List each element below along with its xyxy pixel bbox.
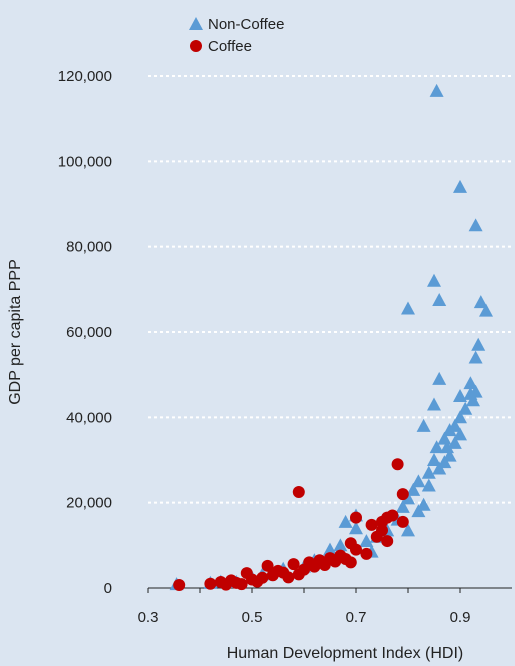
legend-circle-icon [190, 40, 202, 52]
non-coffee-point [458, 401, 473, 415]
non-coffee-point [338, 514, 353, 528]
coffee-point [282, 571, 295, 584]
coffee-point [173, 579, 186, 592]
coffee-point [204, 577, 217, 590]
non-coffee-point [453, 389, 467, 402]
legend-label: Coffee [208, 38, 252, 55]
non-coffee-point [447, 435, 462, 449]
non-coffee-point [427, 273, 441, 287]
coffee-point [376, 524, 388, 537]
y-tick-label: 80,000 [66, 239, 112, 256]
non-coffee-point [440, 440, 454, 454]
x-tick-label: 0.7 [346, 609, 367, 626]
y-tick-label: 120,000 [58, 68, 112, 85]
coffee-point [350, 543, 362, 556]
coffee-point [396, 515, 409, 528]
x-tick-label: 0.3 [138, 609, 159, 626]
non-coffee-point [359, 534, 374, 548]
non-coffee-point [411, 474, 426, 488]
non-coffee-point [333, 538, 348, 552]
non-coffee-point [442, 448, 457, 462]
non-coffee-point [468, 218, 483, 232]
coffee-point [360, 547, 373, 560]
non-coffee-point [323, 542, 337, 556]
non-coffee-point [432, 371, 447, 385]
non-coffee-point [401, 301, 415, 315]
non-coffee-point [421, 465, 436, 479]
y-tick-label: 100,000 [58, 153, 112, 170]
non-coffee-point [473, 295, 488, 309]
y-tick-label: 20,000 [66, 495, 112, 512]
data-points [169, 83, 493, 592]
non-coffee-point [406, 482, 421, 496]
non-coffee-point [416, 497, 431, 511]
coffee-point [391, 458, 404, 471]
non-coffee-point [453, 410, 467, 424]
coffee-point [350, 511, 362, 524]
non-coffee-point [416, 418, 431, 432]
non-coffee-point [479, 303, 493, 317]
y-axis-title: GDP per capita PPP [7, 259, 24, 405]
non-coffee-point [429, 440, 444, 454]
gridlines [148, 75, 512, 504]
x-tick-label: 0.9 [450, 609, 471, 626]
y-tick-label: 0 [104, 580, 112, 597]
legend-triangle-icon [189, 17, 203, 30]
non-coffee-point [468, 384, 483, 398]
non-coffee-point [429, 83, 444, 97]
non-coffee-point [401, 523, 415, 537]
coffee-point [365, 518, 378, 531]
coffee-point [396, 488, 409, 501]
non-coffee-point [432, 293, 447, 306]
non-coffee-point [395, 499, 410, 513]
coffee-point [386, 509, 399, 522]
non-coffee-point [427, 453, 441, 466]
non-coffee-point [463, 376, 478, 390]
non-coffee-point [471, 337, 486, 351]
legend-label: Non-Coffee [208, 16, 284, 33]
x-tick-label: 0.5 [242, 609, 263, 626]
y-tick-label: 60,000 [66, 324, 112, 341]
coffee-point [292, 486, 305, 498]
x-axis-title: Human Development Index (HDI) [227, 645, 464, 662]
non-coffee-point [437, 431, 452, 445]
coffee-point [261, 559, 274, 572]
axes: 0 20,000 40,000 60,000 80,000 100,000 120,000 0… [58, 68, 512, 626]
coffee-point [256, 571, 269, 584]
non-coffee-point [421, 478, 436, 492]
non-coffee-point [466, 393, 480, 407]
non-coffee-point [453, 427, 467, 441]
non-coffee-point [349, 521, 363, 535]
coffee-point [235, 578, 248, 591]
non-coffee-point [401, 491, 415, 505]
coffee-point [381, 535, 394, 548]
coffee-point [287, 558, 300, 571]
legend: Non-Coffee Coffee [189, 16, 284, 55]
non-coffee-point [468, 350, 483, 364]
coffee-point [344, 556, 357, 569]
y-tick-label: 40,000 [66, 409, 112, 426]
non-coffee-point [427, 397, 441, 411]
non-coffee-point [447, 418, 462, 432]
non-coffee-point [453, 179, 467, 193]
